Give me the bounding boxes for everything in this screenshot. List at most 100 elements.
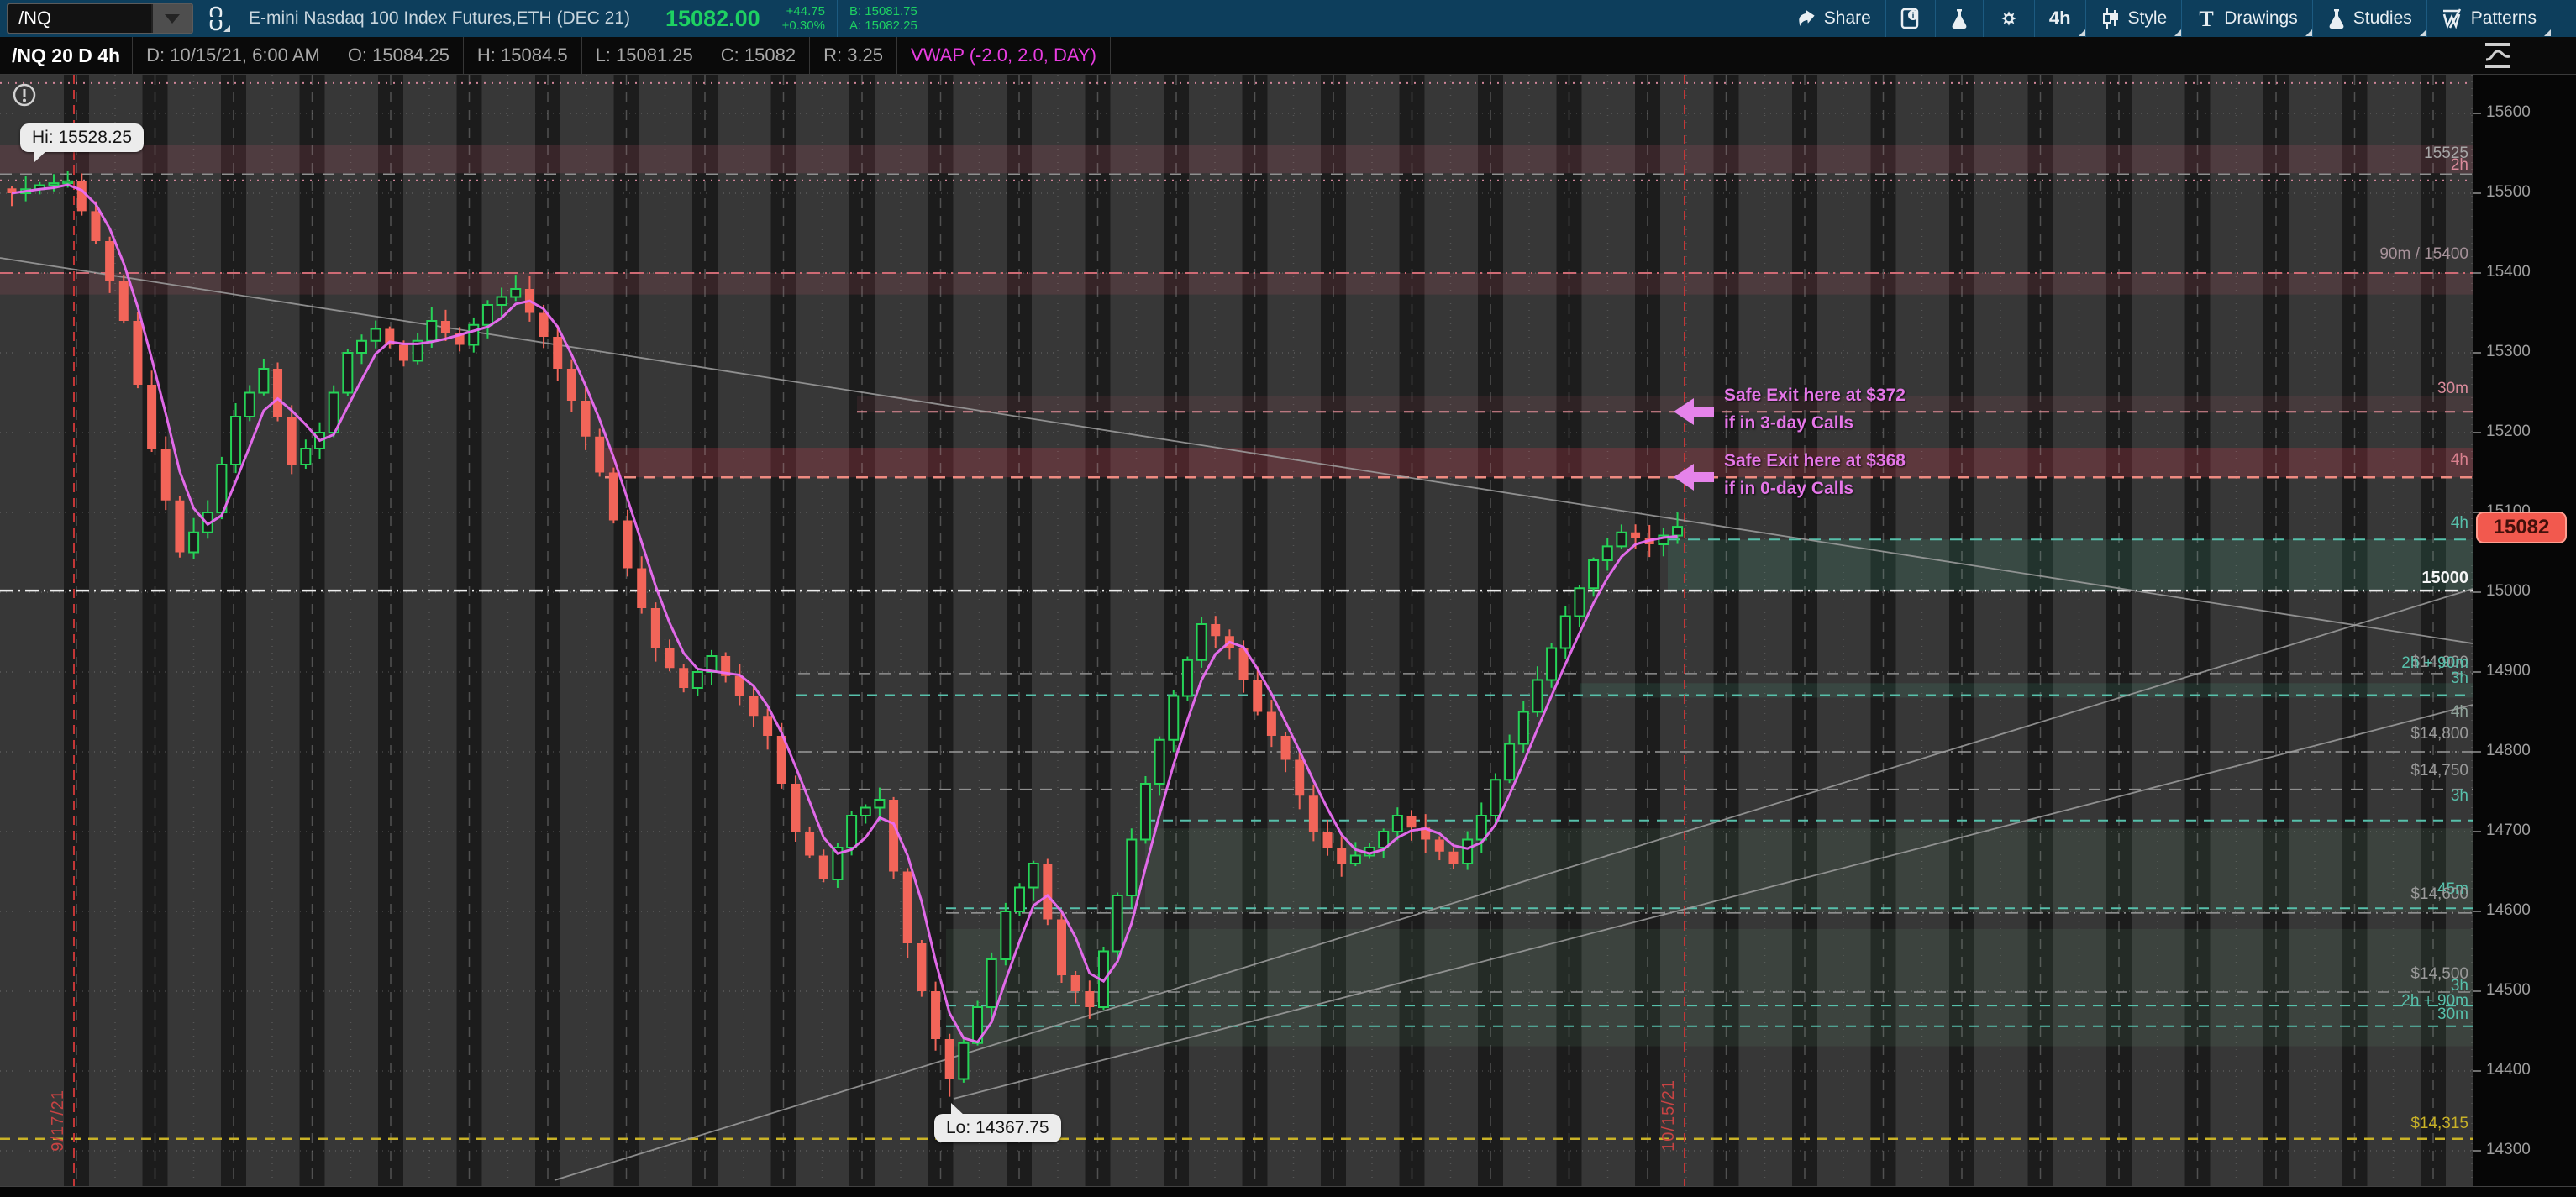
axis-tick bbox=[2473, 352, 2481, 354]
axis-tick bbox=[2473, 911, 2481, 912]
level-label: 2h + 90m bbox=[2401, 654, 2468, 672]
level-label: $14,600 bbox=[2410, 885, 2468, 903]
chart-settings-button[interactable] bbox=[1984, 0, 2034, 37]
symbol-dropdown-button[interactable] bbox=[151, 4, 192, 33]
bar-open: O: 15084.25 bbox=[334, 37, 464, 74]
date-marker-label: 10/15/21 bbox=[1659, 1079, 1678, 1152]
level-label: 4h bbox=[2450, 703, 2468, 721]
last-price-tag: 15082 bbox=[2476, 512, 2567, 544]
axis-tick bbox=[2473, 671, 2481, 673]
chart-spec: /NQ 20 D 4h bbox=[0, 37, 134, 74]
patterns-icon bbox=[2442, 8, 2463, 29]
axis-tick bbox=[2473, 113, 2481, 114]
vwap-study-label[interactable]: VWAP (-2.0, 2.0, DAY) bbox=[897, 37, 1111, 74]
level-label: 90m / 15400 bbox=[2379, 245, 2468, 263]
axis-tick-label: 15200 bbox=[2486, 423, 2531, 440]
level-label: $14,750 bbox=[2410, 762, 2468, 780]
timeframe-button[interactable]: 4h bbox=[2035, 0, 2085, 37]
studies-button[interactable]: Studies bbox=[2313, 0, 2426, 37]
chart-describer-button[interactable]: i bbox=[1886, 0, 1935, 37]
level-label: 3h bbox=[2450, 977, 2468, 995]
patterns-button[interactable]: Patterns bbox=[2427, 0, 2552, 37]
axis-tick-label: 14600 bbox=[2486, 901, 2531, 919]
level-label: $14,315 bbox=[2410, 1115, 2468, 1132]
chart-toolbar: Share i 4h Style bbox=[1782, 0, 2552, 37]
link-chart-button[interactable] bbox=[202, 4, 230, 33]
callout-tail bbox=[951, 1103, 965, 1116]
level-label: 4h bbox=[2450, 514, 2468, 532]
style-button[interactable]: Style bbox=[2086, 0, 2182, 37]
divider bbox=[1885, 0, 1886, 37]
studies-flask-icon bbox=[2327, 8, 2346, 29]
divider bbox=[1982, 0, 1984, 37]
axis-tick bbox=[2473, 591, 2481, 593]
vwap-line[interactable] bbox=[11, 183, 1678, 1044]
level-label: 30m bbox=[2437, 1005, 2468, 1023]
safe-exit-arrow-icon[interactable] bbox=[1674, 398, 1714, 426]
axis-tick bbox=[2473, 751, 2481, 753]
axis-tick-label: 15400 bbox=[2486, 263, 2531, 281]
chart-region: 1560015500154001530015200151001500014900… bbox=[0, 75, 2576, 1197]
axis-tick bbox=[2473, 1150, 2481, 1152]
fit-scale-icon[interactable] bbox=[2480, 39, 2516, 76]
axis-tick-label: 14700 bbox=[2486, 822, 2531, 839]
divider bbox=[2033, 0, 2035, 37]
low-callout[interactable]: Lo: 14367.75 bbox=[934, 1103, 1061, 1142]
level-label: $14,800 bbox=[2410, 725, 2468, 743]
axis-tick-label: 14900 bbox=[2486, 662, 2531, 680]
price-chart-canvas[interactable] bbox=[0, 75, 2473, 1196]
top-toolbar: /NQ E-mini Nasdaq 100 Index Futures,ETH … bbox=[0, 0, 2576, 37]
safe-exit-annotation[interactable]: Safe Exit here at $368 if in 0-day Calls bbox=[1724, 451, 1906, 499]
axis-tick-label: 14500 bbox=[2486, 981, 2531, 999]
axis-tick bbox=[2473, 1070, 2481, 1072]
axis-tick bbox=[2473, 512, 2481, 513]
level-label: 4h bbox=[2450, 451, 2468, 469]
level-label: 2h bbox=[2450, 156, 2468, 174]
symbol-value[interactable]: /NQ bbox=[18, 8, 52, 29]
bar-close: C: 15082 bbox=[707, 37, 811, 74]
level-label: 45m bbox=[2437, 880, 2468, 898]
share-icon bbox=[1796, 8, 1816, 29]
divider bbox=[836, 0, 838, 37]
time-axis-strip bbox=[0, 1186, 2576, 1197]
last-price: 15082.00 bbox=[665, 5, 760, 31]
chevron-down-icon bbox=[165, 13, 180, 24]
info-icon[interactable] bbox=[13, 83, 36, 111]
level-label: 30m bbox=[2437, 380, 2468, 397]
divider bbox=[1934, 0, 1936, 37]
divider bbox=[2181, 0, 2183, 37]
drawings-button[interactable]: T Drawings bbox=[2182, 0, 2312, 37]
axis-tick-label: 14400 bbox=[2486, 1061, 2531, 1079]
bar-date: D: 10/15/21, 6:00 AM bbox=[133, 37, 334, 74]
symbol-input[interactable]: /NQ bbox=[7, 3, 193, 34]
axis-tick-label: 15600 bbox=[2486, 103, 2531, 121]
axis-tick-label: 14800 bbox=[2486, 742, 2531, 759]
level-label: 3h bbox=[2450, 787, 2468, 805]
high-callout[interactable]: Hi: 15528.25 bbox=[20, 123, 145, 163]
ask-value: A: 15082.25 bbox=[849, 18, 917, 33]
level-label: 15000 bbox=[2421, 569, 2468, 587]
share-button[interactable]: Share bbox=[1782, 0, 1885, 37]
quick-study-button[interactable] bbox=[1936, 0, 1983, 37]
link-icon bbox=[209, 6, 223, 31]
drawings-text-icon: T bbox=[2196, 8, 2216, 29]
level-label: 3h bbox=[2450, 669, 2468, 687]
level-label: $14,500 bbox=[2410, 965, 2468, 983]
gear-icon bbox=[1998, 8, 2020, 29]
news-report-icon: i bbox=[1900, 8, 1921, 29]
axis-tick bbox=[2473, 272, 2481, 274]
svg-text:T: T bbox=[2200, 8, 2214, 29]
flask-icon bbox=[1950, 8, 1969, 29]
chart-style-icon bbox=[2100, 8, 2121, 29]
axis-tick bbox=[2473, 432, 2481, 433]
safe-exit-arrow-icon[interactable] bbox=[1674, 464, 1714, 491]
axis-tick bbox=[2473, 831, 2481, 832]
bid-value: B: 15081.75 bbox=[849, 4, 917, 18]
divider bbox=[2084, 0, 2086, 37]
axis-tick bbox=[2473, 990, 2481, 992]
chart-plot-area[interactable] bbox=[0, 75, 2473, 1196]
divider bbox=[2311, 0, 2313, 37]
safe-exit-annotation[interactable]: Safe Exit here at $372 if in 3-day Calls bbox=[1724, 386, 1906, 433]
level-label: 2h + 90m bbox=[2401, 992, 2468, 1010]
price-axis[interactable]: 1560015500154001530015200151001500014900… bbox=[2473, 75, 2576, 1196]
